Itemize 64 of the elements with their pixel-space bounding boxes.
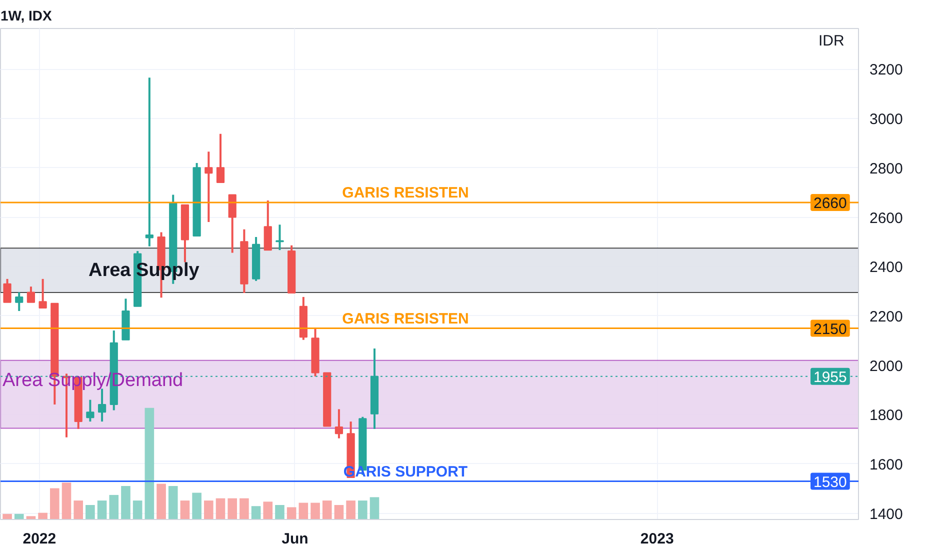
y-tick-label: 1600 [870, 456, 903, 474]
bar [358, 500, 368, 520]
bar [346, 500, 356, 520]
bar [322, 500, 332, 520]
x-tick-label: 2022 [22, 530, 56, 548]
annotation: 1955 [814, 368, 847, 386]
bar [370, 497, 380, 520]
bar [156, 484, 166, 520]
bar [263, 502, 273, 520]
y-axis-title: IDR [818, 32, 844, 50]
bar [180, 500, 190, 520]
bar [74, 500, 83, 520]
y-tick-label: 1400 [870, 506, 903, 523]
bar [168, 486, 178, 520]
candlestick [38, 278, 47, 310]
y-tick-label: 2000 [870, 358, 903, 375]
bar [310, 502, 320, 520]
candlestick [15, 291, 24, 312]
candlestick [264, 199, 272, 252]
x-tick-label: Jun [282, 530, 308, 548]
bar [228, 498, 237, 520]
bar [204, 500, 214, 520]
bar [192, 492, 202, 520]
candlestick [204, 150, 213, 223]
annotation: 2660 [814, 194, 847, 212]
annotation: 2150 [814, 320, 847, 338]
bar [298, 502, 308, 520]
bar [86, 504, 95, 520]
candlestick [86, 398, 94, 423]
chart-title: 1W, IDX [0, 8, 53, 24]
bar [251, 506, 261, 520]
bar [286, 507, 296, 520]
bar [275, 504, 284, 520]
x-tick-label: 2023 [640, 530, 674, 548]
bar [14, 514, 24, 520]
y-tick-label: 2800 [870, 160, 903, 178]
bar [121, 486, 130, 520]
candlestick [3, 278, 12, 304]
bar [240, 498, 249, 520]
candlestick [216, 132, 225, 184]
bar [334, 504, 344, 520]
bar [2, 514, 12, 520]
bar [97, 500, 107, 520]
y-tick-label: 2200 [870, 308, 903, 326]
candlestick [145, 76, 154, 248]
y-tick-label: 2400 [870, 259, 903, 276]
y-tick-label: 3000 [870, 111, 903, 128]
ref-line-label: GARIS RESISTEN [342, 310, 469, 328]
bar [216, 498, 226, 520]
annotation: 1530 [814, 474, 847, 491]
bar [38, 512, 48, 520]
y-tick-label: 1800 [870, 407, 903, 424]
candlestick [276, 224, 284, 252]
candlestick [334, 408, 344, 440]
bar [109, 494, 119, 520]
bar [50, 488, 60, 520]
candlestick [228, 194, 236, 254]
bar [62, 482, 72, 520]
y-tick-label: 3200 [870, 62, 903, 79]
candlestick [26, 286, 36, 304]
bar [132, 500, 142, 520]
y-tick-label: 2600 [870, 210, 903, 227]
ref-line-label: GARIS RESISTEN [342, 184, 469, 202]
bar [144, 408, 154, 520]
